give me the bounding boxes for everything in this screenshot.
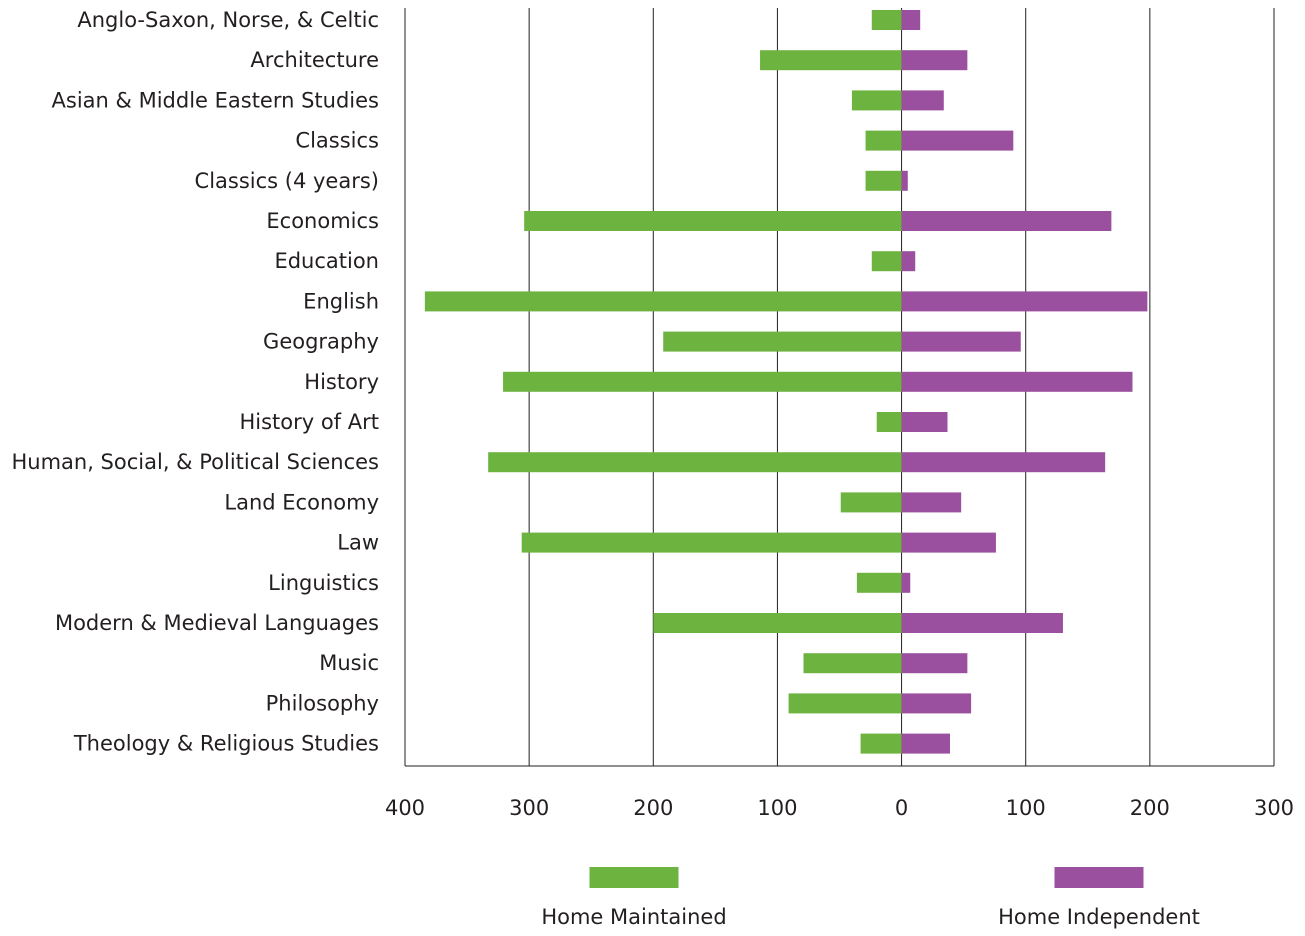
bar-home-maintained-economics xyxy=(524,211,902,231)
bar-home-maintained-linguistics xyxy=(856,572,902,593)
bar-home-maintained-anglo-saxon-norse-celtic xyxy=(871,10,902,30)
bar-home-maintained-philosophy xyxy=(788,693,902,714)
category-label-layer: Anglo-Saxon, Norse, & Celtic Architecture… xyxy=(11,8,379,756)
bar-home-maintained-education xyxy=(871,251,902,272)
bar-home-independent-modern-medieval-languages xyxy=(901,613,1063,633)
x-tick-label-7: 300 xyxy=(1254,796,1294,820)
bar-home-maintained-history xyxy=(503,371,902,392)
bar-home-independent-economics xyxy=(901,211,1112,231)
category-label-land-economy: Land Economy xyxy=(224,490,379,514)
bar-layer xyxy=(424,10,1148,754)
bar-home-maintained-music xyxy=(803,653,902,674)
x-tick-label-2: 200 xyxy=(633,796,673,820)
category-label-theology-religious-studies: Theology & Religious Studies xyxy=(73,732,379,756)
bar-home-independent-anglo-saxon-norse-celtic xyxy=(901,10,921,30)
bar-home-maintained-english xyxy=(424,291,902,312)
bar-home-independent-education xyxy=(901,251,916,272)
bar-home-maintained-modern-medieval-languages xyxy=(653,613,902,633)
legend-label-home-independent: Home Independent xyxy=(998,905,1200,929)
bar-home-maintained-geography xyxy=(663,331,902,352)
category-label-classics: Classics xyxy=(295,129,379,153)
category-label-music: Music xyxy=(319,651,379,675)
category-label-asian-middle-eastern-studies: Asian & Middle Eastern Studies xyxy=(52,88,379,112)
bar-home-maintained-theology-religious-studies xyxy=(860,733,902,754)
category-label-classics-4-years: Classics (4 years) xyxy=(195,169,379,193)
category-label-english: English xyxy=(303,289,379,313)
x-tick-label-4: 0 xyxy=(895,796,908,820)
bar-home-independent-linguistics xyxy=(901,572,911,593)
legend-swatch-home-maintained xyxy=(589,867,679,888)
bar-home-independent-land-economy xyxy=(901,492,962,513)
x-tick-label-3: 100 xyxy=(757,796,797,820)
bar-home-independent-architecture xyxy=(901,50,968,71)
bar-home-maintained-land-economy xyxy=(840,492,902,513)
bar-home-independent-music xyxy=(901,653,968,674)
category-label-linguistics: Linguistics xyxy=(268,571,379,595)
bar-home-maintained-history-of-art xyxy=(876,412,902,432)
category-label-education: Education xyxy=(274,249,379,273)
legend-label-home-maintained: Home Maintained xyxy=(541,905,726,929)
x-tick-label-6: 200 xyxy=(1130,796,1170,820)
category-label-economics: Economics xyxy=(266,209,379,233)
bar-home-independent-history-of-art xyxy=(901,412,948,432)
legend: Home Maintained Home Independent xyxy=(541,867,1200,929)
legend-item-home-independent: Home Independent xyxy=(998,867,1200,929)
bar-home-maintained-classics-4-years xyxy=(865,170,902,191)
legend-item-home-maintained: Home Maintained xyxy=(541,867,727,929)
bar-home-independent-classics xyxy=(901,130,1014,151)
category-label-philosophy: Philosophy xyxy=(266,691,379,715)
bar-home-independent-law xyxy=(901,532,996,553)
category-label-anglo-saxon-norse-celtic: Anglo-Saxon, Norse, & Celtic xyxy=(77,8,379,32)
bar-home-maintained-classics xyxy=(865,130,902,151)
bar-home-independent-asian-middle-eastern-studies xyxy=(901,90,944,111)
legend-swatch-home-independent xyxy=(1054,867,1144,888)
bar-home-independent-classics-4-years xyxy=(901,170,908,191)
x-tick-label-1: 300 xyxy=(509,796,549,820)
bar-home-independent-human-social-political-sciences xyxy=(901,452,1106,473)
bar-home-independent-english xyxy=(901,291,1148,312)
bar-home-maintained-law xyxy=(521,532,902,553)
x-tick-label-0: 400 xyxy=(385,796,425,820)
bar-home-independent-philosophy xyxy=(901,693,972,714)
category-label-modern-medieval-languages: Modern & Medieval Languages xyxy=(55,611,379,635)
category-label-history: History xyxy=(304,370,379,394)
bar-home-maintained-human-social-political-sciences xyxy=(488,452,902,473)
category-label-human-social-political-sciences: Human, Social, & Political Sciences xyxy=(11,450,379,474)
bar-home-maintained-asian-middle-eastern-studies xyxy=(851,90,902,111)
category-label-architecture: Architecture xyxy=(250,48,379,72)
category-label-geography: Geography xyxy=(263,330,379,354)
bar-home-independent-history xyxy=(901,371,1133,392)
bar-home-independent-theology-religious-studies xyxy=(901,733,950,754)
category-label-history-of-art: History of Art xyxy=(239,410,379,434)
category-label-law: Law xyxy=(337,531,379,555)
bar-home-maintained-architecture xyxy=(760,50,902,71)
axis-layer: 400 300 200 100 0 100 200 300 xyxy=(385,765,1294,820)
bar-home-independent-geography xyxy=(901,331,1021,352)
x-tick-label-5: 100 xyxy=(1006,796,1046,820)
